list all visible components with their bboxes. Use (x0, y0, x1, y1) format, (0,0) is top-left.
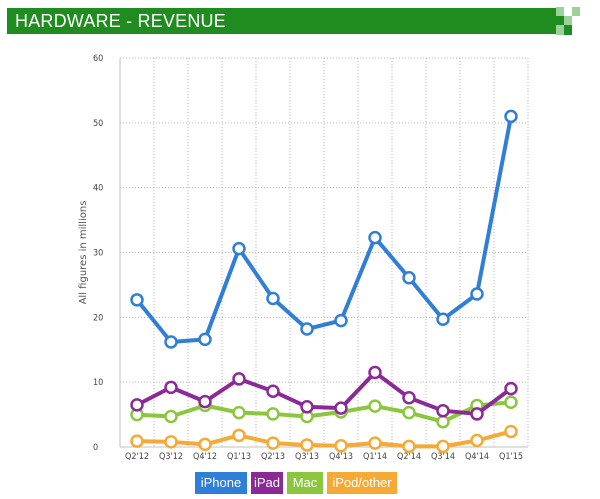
data-point (368, 365, 382, 380)
data-point (334, 401, 348, 415)
data-point (334, 438, 348, 453)
data-point (130, 398, 144, 412)
y-tick-label: 30 (93, 249, 103, 259)
y-tick-label: 40 (93, 184, 103, 194)
data-point (130, 434, 144, 448)
data-point (504, 381, 518, 396)
y-tick-label: 20 (93, 313, 103, 323)
data-point (130, 293, 144, 307)
x-tick-label: Q4'14 (465, 452, 489, 462)
y-tick-label: 0 (93, 443, 98, 453)
data-point (368, 230, 382, 245)
data-point (198, 437, 212, 452)
x-tick-label: Q2'14 (397, 452, 421, 462)
data-point (504, 395, 518, 410)
data-point (470, 287, 484, 301)
data-point (368, 399, 382, 413)
data-point (232, 372, 246, 386)
legend-item[interactable]: Mac (287, 472, 323, 494)
data-point (198, 332, 212, 347)
x-tick-label: Q3'12 (159, 452, 183, 462)
logo-icon (556, 7, 580, 35)
data-point (164, 409, 178, 424)
legend-item[interactable]: iPhone (195, 472, 247, 494)
data-point (266, 291, 280, 306)
data-point (402, 271, 416, 285)
data-point (436, 403, 450, 418)
data-point (436, 312, 450, 327)
data-point (300, 322, 314, 336)
data-point (470, 433, 484, 448)
chart-legend: iPhone iPad Mac iPod/other (0, 472, 600, 494)
page-title: HARDWARE - REVENUE (15, 11, 226, 31)
data-point (198, 394, 212, 409)
data-point (300, 400, 314, 414)
data-point (164, 435, 178, 449)
data-point (300, 438, 314, 452)
data-point (402, 439, 416, 454)
data-point (470, 407, 484, 421)
x-tick-label: Q3'13 (295, 452, 319, 462)
data-point (232, 241, 246, 256)
legend-item[interactable]: iPad (251, 472, 283, 494)
data-point (266, 436, 280, 450)
x-tick-label: Q3'14 (431, 452, 455, 462)
x-tick-label: Q2'12 (125, 452, 149, 462)
data-point (436, 414, 450, 429)
data-point (402, 405, 416, 420)
data-point (232, 405, 246, 420)
legend-item[interactable]: iPod/other (327, 472, 397, 494)
revenue-line-chart: 0 10 20 30 40 50 60 Q2'12 Q3'12 Q4'12 Q1'13 Q2'13 Q3… (78, 54, 529, 462)
data-point (402, 390, 416, 405)
y-axis-title: All figures in millions (78, 201, 89, 305)
y-tick-label: 10 (93, 378, 103, 388)
x-tick-label: Q1'13 (227, 452, 251, 462)
data-point (164, 335, 178, 349)
y-tick-label: 50 (93, 119, 103, 129)
data-point (266, 407, 280, 421)
data-point (504, 424, 518, 439)
data-point (368, 436, 382, 450)
title-banner: HARDWARE - REVENUE (7, 8, 557, 34)
x-tick-label: Q4'13 (329, 452, 353, 462)
x-tick-label: Q2'13 (261, 452, 285, 462)
data-point (266, 384, 280, 398)
data-point (164, 380, 178, 395)
data-point (334, 313, 348, 328)
data-point (232, 428, 246, 443)
data-point (436, 439, 450, 454)
x-tick-label: Q4'12 (193, 452, 217, 462)
data-point (504, 109, 518, 124)
x-tick-label: Q1'14 (363, 452, 387, 462)
x-tick-label: Q1'15 (499, 452, 523, 462)
y-tick-label: 60 (93, 54, 103, 64)
